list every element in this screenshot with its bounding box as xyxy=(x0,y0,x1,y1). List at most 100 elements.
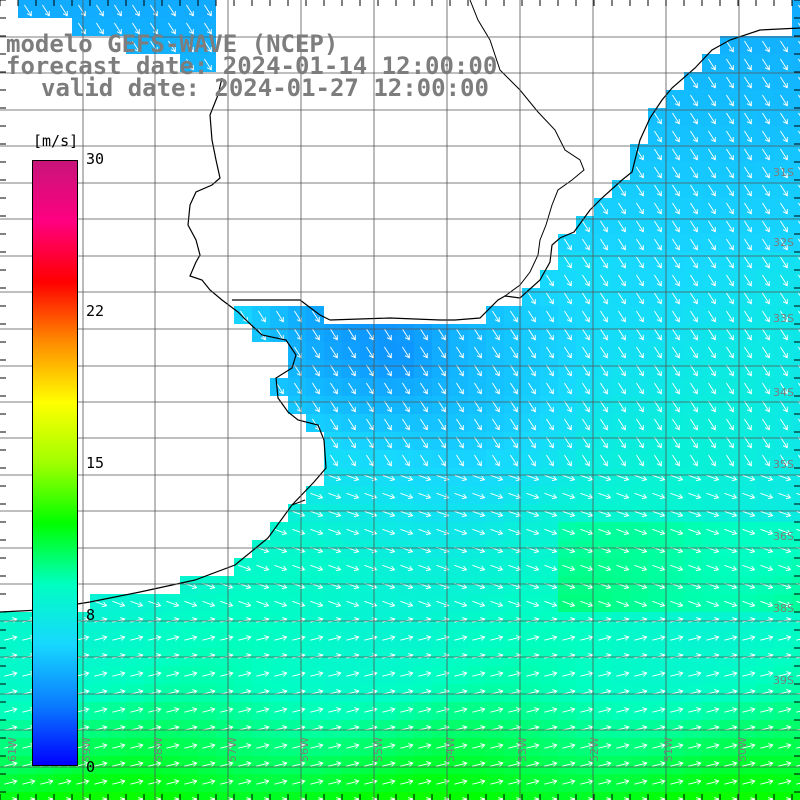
wind-arrow xyxy=(636,436,644,449)
wind-arrow xyxy=(148,635,162,641)
wind-arrow xyxy=(726,40,734,53)
wind-arrow xyxy=(744,292,752,305)
wind-arrow xyxy=(780,400,788,413)
wind-arrow xyxy=(328,510,342,518)
wind-arrow xyxy=(220,761,234,767)
wind-arrow xyxy=(654,310,662,323)
wind-arrow xyxy=(780,40,788,53)
wind-arrow xyxy=(760,492,774,500)
wind-arrow xyxy=(186,58,194,71)
wind-arrow xyxy=(564,310,572,323)
wind-arrow xyxy=(186,22,194,35)
field-cell xyxy=(180,792,198,800)
wind-arrow xyxy=(762,454,770,467)
wind-arrow xyxy=(472,761,486,767)
field-cell xyxy=(792,18,800,36)
field-cell xyxy=(288,792,306,800)
field-cell xyxy=(252,792,270,800)
field-cell xyxy=(792,684,800,702)
wind-arrow xyxy=(564,256,572,269)
wind-arrow xyxy=(330,364,338,377)
wind-arrow xyxy=(166,600,180,608)
wind-arrow xyxy=(688,510,702,518)
longitude-labels: 61W 59W 58W 57W 56W 55W 54W 53W 52W 51W 50W xyxy=(6,737,749,762)
wind-arrow xyxy=(742,474,756,482)
wind-arrow xyxy=(726,292,734,305)
wind-arrow xyxy=(796,764,800,767)
field-cell xyxy=(450,792,468,800)
wind-arrow xyxy=(456,382,464,395)
wind-arrow xyxy=(636,220,644,233)
wind-arrow xyxy=(780,328,788,341)
wind-arrow xyxy=(220,635,234,641)
coastline-path xyxy=(0,27,800,613)
wind-arrow xyxy=(472,743,486,749)
wind-arrow xyxy=(364,492,378,500)
field-cell xyxy=(324,792,342,800)
wind-arrow xyxy=(706,743,720,749)
wind-arrow xyxy=(618,256,626,269)
wind-arrow xyxy=(418,779,432,785)
wind-arrow xyxy=(184,600,198,608)
wind-arrow xyxy=(762,346,770,359)
wind-arrow xyxy=(634,707,648,713)
wind-arrow xyxy=(454,564,468,572)
wind-arrow xyxy=(744,346,752,359)
field-cell xyxy=(792,360,800,378)
wind-arrow xyxy=(564,436,572,449)
colorbar-tick-15: 15 xyxy=(86,454,105,472)
field-cell xyxy=(792,324,800,342)
wind-arrow xyxy=(402,436,410,449)
wind-arrow xyxy=(490,779,504,785)
wind-arrow xyxy=(582,328,590,341)
wind-arrow xyxy=(654,184,662,197)
wind-arrow xyxy=(670,671,684,677)
wind-arrow xyxy=(274,743,288,749)
wind-arrow xyxy=(762,220,770,233)
wind-arrow xyxy=(4,635,18,641)
field-cell xyxy=(54,792,72,800)
wind-arrow xyxy=(616,528,630,536)
wind-arrow xyxy=(400,600,414,608)
wind-arrow xyxy=(400,743,414,749)
wind-arrow xyxy=(76,779,90,785)
wind-arrow xyxy=(238,635,252,641)
wind-arrow xyxy=(688,761,702,767)
wind-arrow xyxy=(546,400,554,413)
wind-arrow xyxy=(420,454,428,467)
wind-arrow xyxy=(238,564,252,572)
wind-arrow xyxy=(744,436,752,449)
wind-arrow xyxy=(546,292,554,305)
wind-arrow xyxy=(726,454,734,467)
wind-arrow xyxy=(562,743,576,749)
wind-arrow xyxy=(150,40,158,53)
wind-arrow xyxy=(148,671,162,677)
wind-arrow xyxy=(4,671,18,677)
wind-arrow xyxy=(762,94,770,107)
wind-arrow xyxy=(348,364,356,377)
wind-arrow xyxy=(708,184,716,197)
wind-arrow xyxy=(348,382,356,395)
wind-arrow xyxy=(546,328,554,341)
wind-arrow xyxy=(346,474,360,482)
wind-arrow xyxy=(600,454,608,467)
wind-arrow xyxy=(168,40,176,53)
wind-arrow xyxy=(672,274,680,287)
wind-arrow xyxy=(724,635,738,641)
field-cell xyxy=(792,414,800,432)
wind-arrow xyxy=(274,564,288,572)
wind-arrow xyxy=(544,492,558,500)
wind-arrow xyxy=(706,671,720,677)
wind-arrow xyxy=(330,346,338,359)
wind-arrow xyxy=(382,761,396,767)
wind-arrow xyxy=(744,328,752,341)
longitude-label: 61W xyxy=(6,737,19,762)
wind-arrow xyxy=(528,346,536,359)
wind-arrow xyxy=(654,256,662,269)
field-cell xyxy=(792,270,800,288)
wind-arrow xyxy=(130,707,144,713)
wind-arrow xyxy=(562,510,576,518)
wind-arrow xyxy=(328,707,342,713)
wind-arrow xyxy=(526,492,540,500)
wind-arrow xyxy=(742,492,756,500)
